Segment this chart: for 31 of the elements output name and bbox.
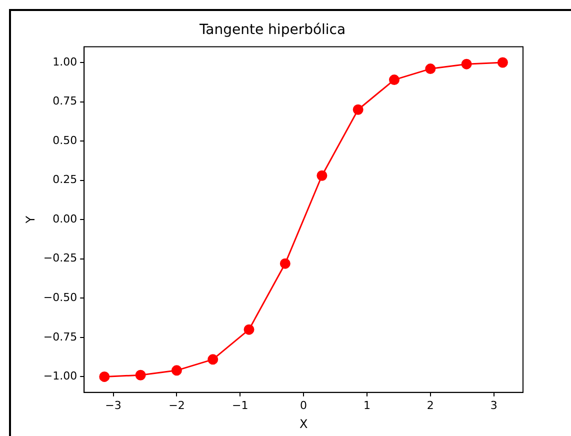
chart-title: Tangente hiperbólica (198, 22, 346, 38)
y-tick-label: −0.75 (43, 330, 78, 344)
y-axis-title: Y (23, 215, 38, 224)
point (99, 371, 110, 382)
x-tick-label: 3 (490, 398, 498, 412)
x-tick-label: −1 (232, 398, 248, 412)
y-tick-label: −0.25 (43, 252, 78, 265)
point (497, 57, 508, 68)
x-tick-label: 1 (363, 398, 370, 412)
x-axis-title: X (299, 416, 308, 431)
x-tick-label: 2 (426, 398, 434, 412)
point (461, 58, 472, 70)
point (208, 354, 218, 365)
y-tick-label: 0.00 (52, 212, 78, 226)
x-tick-label: 0 (300, 398, 308, 412)
y-tick-label: −1.00 (43, 370, 78, 383)
y-tick-label: 0.75 (52, 94, 78, 108)
y-tick-label: 0.50 (52, 134, 78, 147)
point (171, 365, 182, 376)
point (280, 258, 290, 269)
x-tick-label: −3 (105, 398, 122, 412)
point (389, 74, 400, 86)
y-tick-label: 1.00 (52, 55, 78, 68)
y-tick-label: 0.25 (52, 173, 78, 186)
point (352, 104, 364, 115)
point (425, 64, 436, 74)
x-tick-label: −2 (168, 398, 185, 412)
point (135, 370, 146, 380)
point (244, 324, 254, 335)
y-tick-label: −0.50 (43, 291, 78, 304)
point (316, 170, 328, 181)
